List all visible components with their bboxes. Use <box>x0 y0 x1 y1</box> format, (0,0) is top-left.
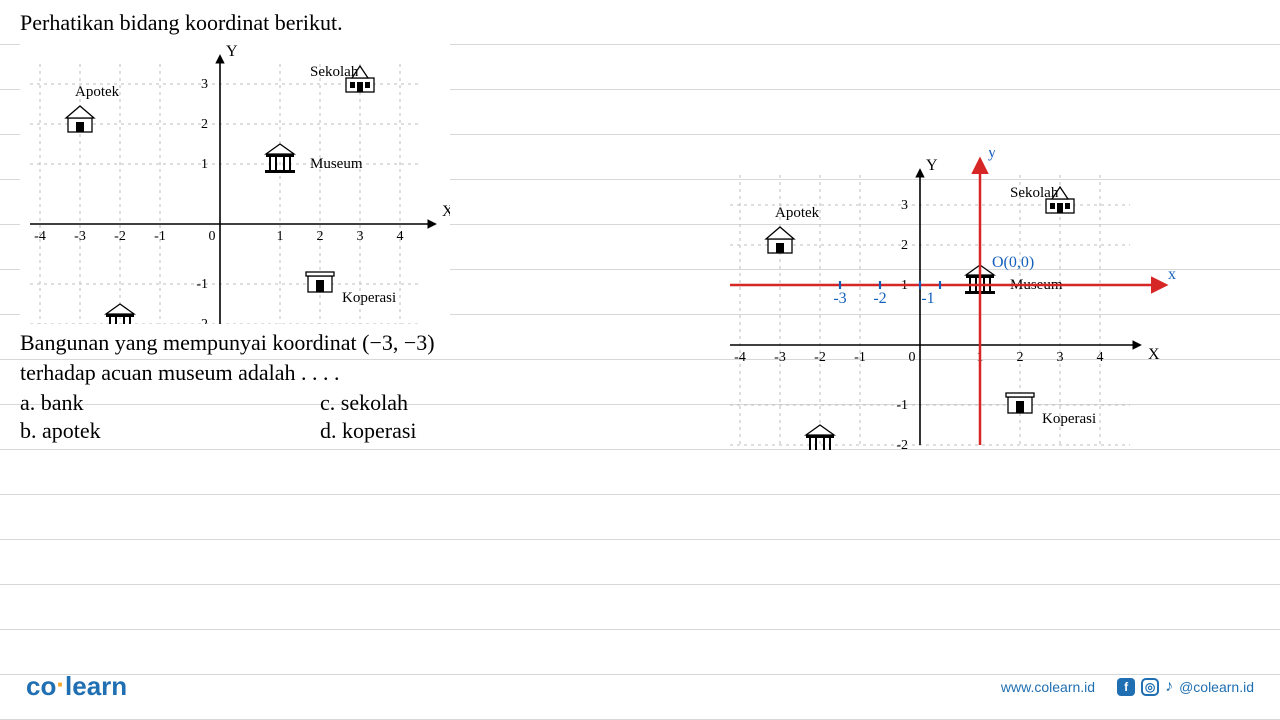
logo: co·learn <box>26 671 127 702</box>
svg-text:2: 2 <box>1017 350 1024 365</box>
question-block: Perhatikan bidang koordinat berikut. <box>20 10 660 445</box>
svg-text:-2: -2 <box>196 317 208 324</box>
svg-text:4: 4 <box>1097 350 1104 365</box>
annot-y: y <box>988 150 996 161</box>
svg-text:-1: -1 <box>154 229 166 244</box>
x-axis-label: X <box>442 203 450 220</box>
svg-text:-3: -3 <box>74 229 86 244</box>
facebook-icon: f <box>1117 678 1135 696</box>
instagram-icon: ◎ <box>1141 678 1159 696</box>
svg-text:Koperasi: Koperasi <box>342 290 396 306</box>
svg-text:0: 0 <box>209 229 216 244</box>
logo-learn: learn <box>65 671 127 701</box>
svg-text:2: 2 <box>901 238 908 253</box>
annotated-svg: X Y -4 -3 -2 -1 0 1 2 3 4 3 2 1 -1 -2 Ap… <box>700 150 1180 450</box>
svg-text:Sekolah: Sekolah <box>1010 185 1059 201</box>
svg-text:Museum: Museum <box>310 156 363 172</box>
option-d: d. koperasi <box>320 417 620 445</box>
coordinate-chart-annotated: X Y -4 -3 -2 -1 0 1 2 3 4 3 2 1 -1 -2 Ap… <box>700 150 1180 450</box>
question-body: Bangunan yang mempunyai koordinat (−3, −… <box>20 328 660 387</box>
footer-handle: @colearn.id <box>1179 679 1254 695</box>
svg-text:4: 4 <box>397 229 404 244</box>
svg-text:-3: -3 <box>774 350 786 365</box>
svg-text:3: 3 <box>1057 350 1064 365</box>
footer-socials: f ◎ ♪ @colearn.id <box>1117 678 1254 696</box>
svg-text:-2: -2 <box>873 290 886 307</box>
svg-text:1: 1 <box>201 157 208 172</box>
building-bank: Bank <box>105 304 138 324</box>
logo-co: co <box>26 671 56 701</box>
svg-text:Apotek: Apotek <box>775 205 820 221</box>
svg-text:2: 2 <box>201 117 208 132</box>
tiktok-icon: ♪ <box>1165 678 1173 696</box>
annot-origin: O(0,0) <box>992 254 1034 271</box>
building-koperasi: Koperasi <box>306 272 396 306</box>
svg-text:3: 3 <box>901 198 908 213</box>
svg-text:Y: Y <box>926 157 938 174</box>
svg-text:-3: -3 <box>833 290 846 307</box>
question-title: Perhatikan bidang koordinat berikut. <box>20 10 660 36</box>
options: a. bank c. sekolah b. apotek d. koperasi <box>20 389 660 445</box>
svg-text:1: 1 <box>277 229 284 244</box>
svg-text:-1: -1 <box>854 350 866 365</box>
option-c: c. sekolah <box>320 389 620 417</box>
option-b: b. apotek <box>20 417 320 445</box>
option-a: a. bank <box>20 389 320 417</box>
svg-text:Apotek: Apotek <box>75 84 120 100</box>
svg-text:-4: -4 <box>34 229 46 244</box>
svg-text:-1: -1 <box>921 290 934 307</box>
svg-text:-2: -2 <box>896 438 908 450</box>
question-line2: terhadap acuan museum adalah . . . . <box>20 360 339 385</box>
annot-x: x <box>1168 266 1176 283</box>
coordinate-chart-original: X Y -4 -3 -2 -1 0 1 2 3 4 3 2 1 -1 <box>20 44 450 324</box>
building-apotek: Apotek <box>66 84 120 132</box>
svg-text:3: 3 <box>357 229 364 244</box>
y-axis-label: Y <box>226 44 238 60</box>
svg-text:Sekolah: Sekolah <box>310 64 359 80</box>
svg-text:0: 0 <box>909 350 916 365</box>
building-museum: Museum <box>265 144 363 173</box>
svg-text:X: X <box>1148 346 1160 363</box>
svg-text:-1: -1 <box>896 398 908 413</box>
svg-text:Koperasi: Koperasi <box>1042 411 1096 427</box>
chart-svg: X Y -4 -3 -2 -1 0 1 2 3 4 3 2 1 -1 <box>20 44 450 324</box>
footer-url: www.colearn.id <box>1001 679 1095 695</box>
svg-text:-2: -2 <box>814 350 826 365</box>
footer: co·learn www.colearn.id f ◎ ♪ @colearn.i… <box>26 671 1254 702</box>
svg-text:2: 2 <box>317 229 324 244</box>
question-line1: Bangunan yang mempunyai koordinat (−3, −… <box>20 330 435 355</box>
svg-text:-4: -4 <box>734 350 746 365</box>
svg-text:3: 3 <box>201 77 208 92</box>
svg-text:-1: -1 <box>196 277 208 292</box>
svg-text:-2: -2 <box>114 229 126 244</box>
